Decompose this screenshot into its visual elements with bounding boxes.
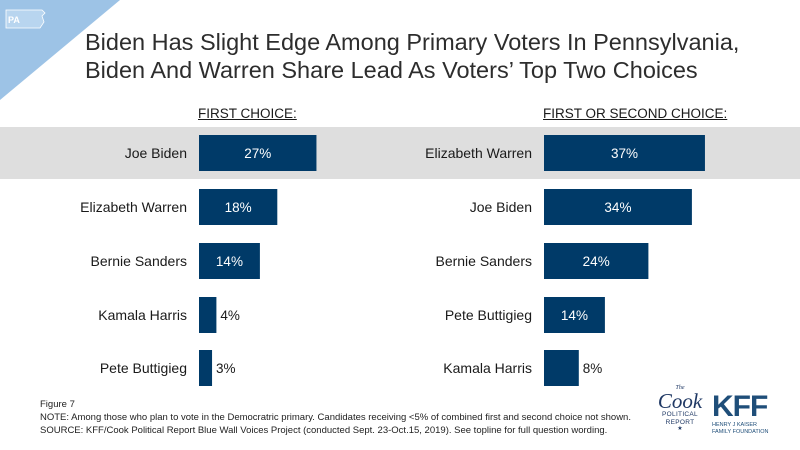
category-label: Kamala Harris xyxy=(443,360,532,376)
bar xyxy=(199,297,217,333)
bar xyxy=(199,135,317,171)
bar xyxy=(199,243,260,279)
data-label: 4% xyxy=(220,308,240,323)
bar xyxy=(199,189,278,225)
bar xyxy=(544,297,605,333)
first-or-second-choice-chart: Elizabeth Warren 37% Joe Biden 34% Bernie Sa… xyxy=(425,135,705,386)
figure-number: Figure 7 xyxy=(40,399,75,410)
bar xyxy=(199,350,213,386)
data-label: 27% xyxy=(244,146,271,161)
category-label: Kamala Harris xyxy=(98,307,187,323)
footnotes: Figure 7 NOTE: Among those who plan to v… xyxy=(40,398,631,437)
category-label: Elizabeth Warren xyxy=(80,199,187,215)
category-label: Pete Buttigieg xyxy=(445,307,532,323)
title-line-2: Biden And Warren Share Lead As Voters’ T… xyxy=(85,57,698,83)
first-or-second-choice-header: FIRST OR SECOND CHOICE: xyxy=(543,106,728,121)
bar-charts: Joe Biden 27% Elizabeth Warren 18% Bernie Sa… xyxy=(80,135,705,386)
data-label: 18% xyxy=(225,200,252,215)
bar xyxy=(544,189,692,225)
bar xyxy=(544,243,649,279)
corner-triangle xyxy=(0,0,120,100)
page-title: Biden Has Slight Edge Among Primary Vote… xyxy=(85,28,785,84)
bar xyxy=(544,135,705,171)
data-label: 8% xyxy=(583,361,603,376)
category-label: Bernie Sanders xyxy=(90,253,187,269)
data-label: 37% xyxy=(611,146,638,161)
cook-political-report-logo: The Cook POLITICAL REPORT ★ xyxy=(657,385,703,432)
data-label: 14% xyxy=(561,308,588,323)
data-label: 14% xyxy=(216,254,243,269)
source-text: SOURCE: KFF/Cook Political Report Blue W… xyxy=(40,425,608,436)
title-line-1: Biden Has Slight Edge Among Primary Vote… xyxy=(85,29,740,55)
first-choice-chart: Joe Biden 27% Elizabeth Warren 18% Bernie Sa… xyxy=(80,135,317,386)
note-text: NOTE: Among those who plan to vote in th… xyxy=(40,412,631,423)
category-label: Elizabeth Warren xyxy=(425,145,532,161)
first-choice-header: FIRST CHOICE: xyxy=(198,106,297,121)
category-label: Joe Biden xyxy=(125,145,187,161)
category-label: Joe Biden xyxy=(470,199,532,215)
data-label: 3% xyxy=(216,361,236,376)
category-label: Pete Buttigieg xyxy=(100,360,187,376)
state-badge: PA xyxy=(8,15,20,25)
kff-logo: KFF HENRY J KAISER FAMILY FOUNDATION xyxy=(712,390,769,436)
category-label: Bernie Sanders xyxy=(435,253,532,269)
pennsylvania-map-icon xyxy=(5,9,46,29)
bar xyxy=(544,350,579,386)
data-label: 34% xyxy=(604,200,631,215)
data-label: 24% xyxy=(583,254,610,269)
